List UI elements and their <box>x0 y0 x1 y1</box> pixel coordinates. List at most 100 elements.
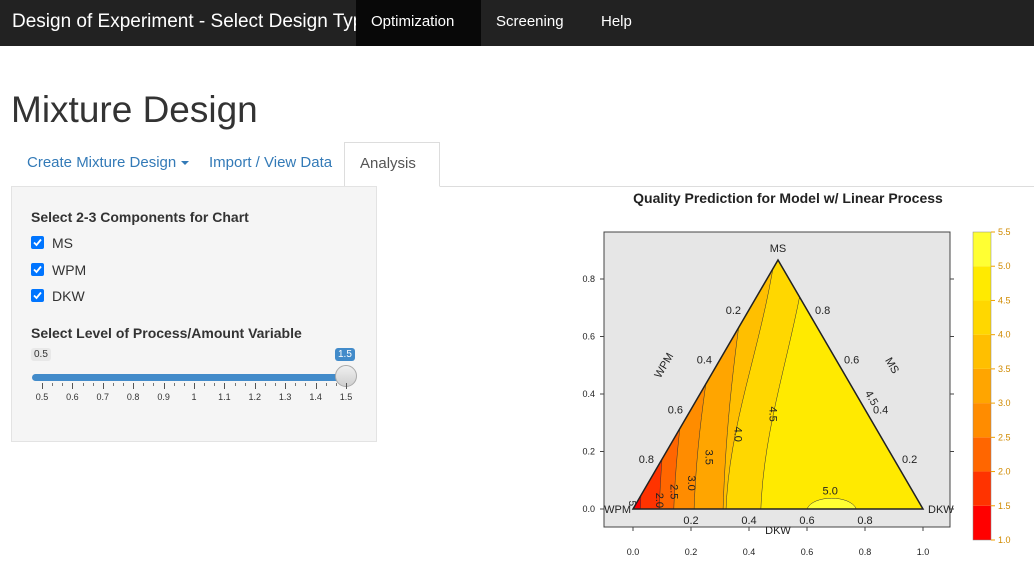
slider-tick-label: 0.9 <box>157 392 170 402</box>
y-axis-tick-label: 0.0 <box>582 504 595 514</box>
colorbar-tick-label: 3.5 <box>998 364 1011 374</box>
slider-value-label: 1.5 <box>335 348 355 361</box>
nav-item-screening[interactable]: Screening <box>481 0 586 69</box>
slider-tick-label: 1.2 <box>248 392 262 402</box>
slider-tick <box>254 383 256 389</box>
colorbar-tick-label: 2.0 <box>998 467 1011 477</box>
slider-tick-label: 0.8 <box>126 392 140 402</box>
colorbar-tick-label: 3.0 <box>998 398 1011 408</box>
caret-down-icon <box>181 161 190 166</box>
x-axis-tick-label: 0.0 <box>627 547 640 557</box>
y-axis-tick-label: 0.8 <box>582 274 595 284</box>
navbar-brand[interactable]: Design of Experiment - Select Design Typ… <box>12 11 374 32</box>
slider-tick-label: 1.3 <box>278 392 292 402</box>
bottom-edge-tick-label: 0.8 <box>857 515 872 527</box>
vertex-label-top: MS <box>770 243 787 255</box>
contour-level-label: 5.0 <box>823 486 838 498</box>
check-icon <box>33 265 42 274</box>
slider-ticks: 0.5 0.6 0.7 0.8 0.9 1 1.1 1.2 1.3 1.4 1.5 <box>32 383 352 403</box>
colorbar-tick-label: 2.5 <box>998 432 1011 442</box>
slider-min-label: 0.5 <box>31 348 51 361</box>
components-label: Select 2-3 Components for Chart <box>31 209 249 225</box>
slider-minor-tick <box>153 383 155 386</box>
slider-tick-label: 0.5 <box>35 392 49 402</box>
bottom-edge-tick-label: 0.6 <box>799 515 814 527</box>
tab-label: Create Mixture Design <box>27 154 177 171</box>
slider-tick <box>285 383 287 389</box>
colorbar-segment <box>973 334 991 369</box>
colorbar-segment <box>973 300 991 335</box>
slider-tick <box>194 383 195 389</box>
slider-tick <box>224 383 226 389</box>
slider-minor-tick <box>305 383 307 386</box>
bottom-edge-axis-title: DKW <box>765 525 791 537</box>
colorbar-segment <box>973 437 991 472</box>
left-edge-tick-label: 0.6 <box>668 404 683 416</box>
slider-tick-label: 0.6 <box>66 392 79 402</box>
slider-minor-tick <box>52 383 54 386</box>
colorbar-frame <box>972 231 992 541</box>
right-edge-tick-label: 0.2 <box>902 454 917 466</box>
colorbar-tick-label: 4.0 <box>998 330 1011 340</box>
tab-analysis[interactable]: Analysis <box>344 142 440 209</box>
nav-item-label: Optimization <box>371 13 455 30</box>
check-icon <box>33 291 42 300</box>
checkbox-label: DKW <box>52 288 85 304</box>
slider-tick-label: 1.4 <box>309 392 322 402</box>
contour-level-label: 2.0 <box>653 493 665 508</box>
vertex-label-left: WPM <box>604 504 631 516</box>
chart-svg: Quality Prediction for Model w/ Linear P… <box>582 190 1011 557</box>
x-axis-tick-label: 0.2 <box>685 547 698 557</box>
nav-item-label: Help <box>601 13 632 30</box>
contour-level-label: 4.5 <box>766 406 778 421</box>
colorbar-tick-label: 5.5 <box>998 227 1011 237</box>
navbar: Design of Experiment - Select Design Typ… <box>0 0 1034 69</box>
left-edge-tick-label: 0.2 <box>726 305 741 317</box>
y-axis-tick-label: 0.2 <box>582 447 595 457</box>
slider-track[interactable] <box>32 374 346 381</box>
slider-minor-tick <box>295 383 297 386</box>
right-edge-tick-label: 0.6 <box>844 355 859 367</box>
slider-minor-tick <box>264 383 266 386</box>
chart-title: Quality Prediction for Model w/ Linear P… <box>633 190 943 206</box>
x-axis-tick-label: 0.4 <box>743 547 756 557</box>
slider-minor-tick <box>204 383 206 386</box>
slider-tick <box>102 383 104 389</box>
slider-tick <box>42 383 43 389</box>
checkbox-ms[interactable] <box>31 236 44 249</box>
tab-create-mixture-design[interactable]: Create Mixture Design <box>12 142 204 186</box>
slider-label: Select Level of Process/Amount Variable <box>31 325 302 341</box>
slider-tick <box>163 383 165 389</box>
tab-label: Import / View Data <box>209 154 333 171</box>
slider-minor-tick <box>92 383 94 386</box>
colorbar-segment <box>973 266 991 301</box>
checkbox-label: WPM <box>52 262 87 278</box>
x-axis-tick-label: 1.0 <box>917 547 930 557</box>
nav-item-help[interactable]: Help <box>586 0 646 46</box>
slider-minor-tick <box>62 383 64 386</box>
contour-level-label: 3.0 <box>685 475 697 490</box>
tab-bar: Create Mixture Design Import / View Data… <box>11 142 1034 209</box>
contour-plot: Quality Prediction for Model w/ Linear P… <box>560 186 1034 574</box>
colorbar-tick-label: 1.0 <box>998 535 1011 545</box>
checkbox-label: MS <box>52 235 73 251</box>
tab-import-view-data[interactable]: Import / View Data <box>194 142 347 186</box>
contour-level-label: 2.5 <box>668 484 680 499</box>
checkbox-dkw[interactable] <box>31 289 44 302</box>
colorbar-segment <box>973 232 991 267</box>
page-title: Mixture Design <box>11 89 258 130</box>
slider-tick-label: 1 <box>191 392 197 402</box>
left-edge-tick-label: 0.8 <box>639 454 654 466</box>
colorbar-segment <box>973 368 991 404</box>
right-edge-tick-label: 0.8 <box>815 305 830 317</box>
colorbar-segment <box>973 403 991 438</box>
colorbar-tick-label: 4.5 <box>998 295 1011 305</box>
nav-item-optimization[interactable]: Optimization <box>356 0 481 69</box>
slider-minor-tick <box>234 383 236 386</box>
slider-tick <box>315 383 317 389</box>
slider-minor-tick <box>173 383 175 386</box>
slider-tick-label: 1.1 <box>218 392 231 402</box>
caret-down-icon <box>376 64 384 69</box>
checkbox-wpm[interactable] <box>31 263 44 276</box>
nav-item-label: Screening <box>496 13 564 30</box>
